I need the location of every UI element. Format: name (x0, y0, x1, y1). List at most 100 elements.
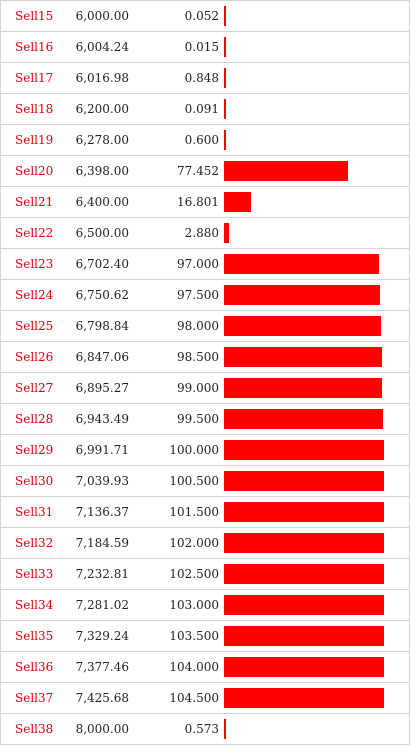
order-amount: 104.500 (169, 691, 219, 705)
depth-bar (224, 99, 226, 119)
order-amount: 97.500 (177, 288, 219, 302)
order-row[interactable]: Sell20 6,398.00 77.452 (1, 156, 409, 187)
order-amount: 0.015 (184, 40, 219, 54)
order-row[interactable]: Sell31 7,136.37 101.500 (1, 497, 409, 528)
order-row[interactable]: Sell17 6,016.98 0.848 (1, 63, 409, 94)
depth-bar-track (224, 6, 384, 26)
order-amount: 99.000 (177, 381, 219, 395)
order-row[interactable]: Sell23 6,702.40 97.000 (1, 249, 409, 280)
order-amount: 0.091 (184, 102, 219, 116)
order-level-label: Sell18 (15, 102, 54, 116)
order-amount: 0.600 (184, 133, 219, 147)
order-row[interactable]: Sell21 6,400.00 16.801 (1, 187, 409, 218)
order-row[interactable]: Sell26 6,847.06 98.500 (1, 342, 409, 373)
order-level-label: Sell35 (15, 629, 54, 643)
order-amount: 0.848 (184, 71, 219, 85)
order-row[interactable]: Sell30 7,039.93 100.500 (1, 466, 409, 497)
order-price: 7,184.59 (75, 536, 129, 550)
order-level-label: Sell38 (15, 722, 54, 736)
order-row[interactable]: Sell15 6,000.00 0.052 (1, 1, 409, 32)
depth-bar (224, 254, 380, 274)
depth-bar-track (224, 502, 384, 522)
order-level-label: Sell16 (15, 40, 54, 54)
depth-bar (224, 37, 226, 57)
order-row[interactable]: Sell19 6,278.00 0.600 (1, 125, 409, 156)
order-row[interactable]: Sell36 7,377.46 104.000 (1, 652, 409, 683)
depth-bar-track (224, 409, 384, 429)
depth-bar (224, 502, 384, 522)
depth-bar (224, 719, 226, 739)
depth-bar (224, 626, 384, 646)
order-row[interactable]: Sell27 6,895.27 99.000 (1, 373, 409, 404)
depth-bar-track (224, 688, 384, 708)
depth-bar-track (224, 564, 384, 584)
order-row[interactable]: Sell18 6,200.00 0.091 (1, 94, 409, 125)
depth-bar-track (224, 440, 384, 460)
order-price: 6,200.00 (75, 102, 129, 116)
order-level-label: Sell26 (15, 350, 54, 364)
order-row[interactable]: Sell35 7,329.24 103.500 (1, 621, 409, 652)
depth-bar-track (224, 223, 384, 243)
order-amount: 0.052 (184, 9, 219, 23)
depth-bar-track (224, 285, 384, 305)
depth-bar-track (224, 719, 384, 739)
depth-bar (224, 564, 384, 584)
depth-bar (224, 471, 384, 491)
order-row[interactable]: Sell37 7,425.68 104.500 (1, 683, 409, 714)
order-row[interactable]: Sell24 6,750.62 97.500 (1, 280, 409, 311)
order-amount: 104.000 (169, 660, 219, 674)
order-level-label: Sell21 (15, 195, 54, 209)
depth-bar-track (224, 68, 384, 88)
order-price: 7,425.68 (75, 691, 129, 705)
order-level-label: Sell33 (15, 567, 54, 581)
order-level-label: Sell24 (15, 288, 54, 302)
order-row[interactable]: Sell32 7,184.59 102.000 (1, 528, 409, 559)
depth-bar (224, 378, 383, 398)
depth-bar (224, 657, 384, 677)
depth-bar-track (224, 37, 384, 57)
order-row[interactable]: Sell22 6,500.00 2.880 (1, 218, 409, 249)
order-row[interactable]: Sell33 7,232.81 102.500 (1, 559, 409, 590)
order-row[interactable]: Sell38 8,000.00 0.573 (1, 714, 409, 745)
order-row[interactable]: Sell34 7,281.02 103.000 (1, 590, 409, 621)
order-level-label: Sell36 (15, 660, 54, 674)
order-row[interactable]: Sell29 6,991.71 100.000 (1, 435, 409, 466)
order-amount: 2.880 (184, 226, 219, 240)
order-amount: 100.500 (169, 474, 219, 488)
depth-bar-track (224, 378, 384, 398)
order-price: 7,281.02 (75, 598, 129, 612)
order-row[interactable]: Sell28 6,943.49 99.500 (1, 404, 409, 435)
order-level-label: Sell15 (15, 9, 54, 23)
order-level-label: Sell22 (15, 226, 54, 240)
order-price: 7,377.46 (75, 660, 129, 674)
depth-bar-track (224, 347, 384, 367)
order-amount: 98.500 (177, 350, 219, 364)
order-price: 6,500.00 (75, 226, 129, 240)
depth-bar-track (224, 316, 384, 336)
depth-bar (224, 316, 381, 336)
order-level-label: Sell31 (15, 505, 54, 519)
order-amount: 77.452 (177, 164, 219, 178)
order-level-label: Sell23 (15, 257, 54, 271)
order-price: 7,039.93 (75, 474, 129, 488)
order-price: 6,991.71 (75, 443, 129, 457)
order-row[interactable]: Sell25 6,798.84 98.000 (1, 311, 409, 342)
order-price: 6,278.00 (75, 133, 129, 147)
depth-bar (224, 223, 229, 243)
depth-bar-track (224, 192, 384, 212)
order-price: 6,895.27 (75, 381, 129, 395)
order-price: 7,136.37 (75, 505, 129, 519)
depth-bar-track (224, 657, 384, 677)
depth-bar (224, 192, 251, 212)
depth-bar-track (224, 533, 384, 553)
order-price: 6,000.00 (75, 9, 129, 23)
order-amount: 0.573 (184, 722, 219, 736)
depth-bar (224, 533, 384, 553)
order-amount: 99.500 (177, 412, 219, 426)
order-level-label: Sell17 (15, 71, 54, 85)
order-row[interactable]: Sell16 6,004.24 0.015 (1, 32, 409, 63)
order-level-label: Sell25 (15, 319, 54, 333)
order-level-label: Sell29 (15, 443, 54, 457)
order-price: 6,943.49 (75, 412, 129, 426)
